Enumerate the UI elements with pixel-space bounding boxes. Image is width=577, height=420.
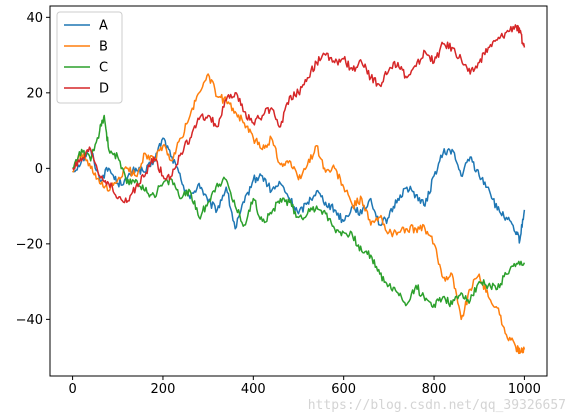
x-tick-label: 200: [151, 382, 176, 397]
watermark-text: https://blog.csdn.net/qq_39326657: [308, 398, 566, 413]
y-tick-label: 0: [35, 162, 43, 177]
series-line-C: [72, 114, 526, 309]
series-line-B: [72, 73, 526, 355]
x-tick-label: 400: [241, 382, 266, 397]
y-axis: −40 −20 0 20 40: [16, 11, 50, 328]
x-axis: 0 200 400 600 800 1000: [68, 376, 541, 397]
x-tick-label: 600: [331, 382, 356, 397]
y-tick-label: 20: [26, 86, 43, 101]
y-tick-label: −20: [16, 237, 43, 252]
x-tick-label: 800: [422, 382, 447, 397]
series-line-D: [72, 24, 526, 204]
series-line-A: [72, 137, 526, 244]
y-tick-label: −40: [16, 313, 43, 328]
x-tick-label: 1000: [508, 382, 541, 397]
y-tick-label: 40: [26, 11, 43, 26]
legend-label-B: B: [99, 40, 108, 55]
series-layer: [72, 24, 526, 355]
legend-label-C: C: [99, 61, 108, 76]
legend-label-D: D: [99, 82, 109, 97]
legend-label-A: A: [99, 19, 108, 34]
legend-box: [56, 11, 123, 104]
x-tick-label: 0: [68, 382, 76, 397]
plot-frame: [49, 5, 548, 377]
